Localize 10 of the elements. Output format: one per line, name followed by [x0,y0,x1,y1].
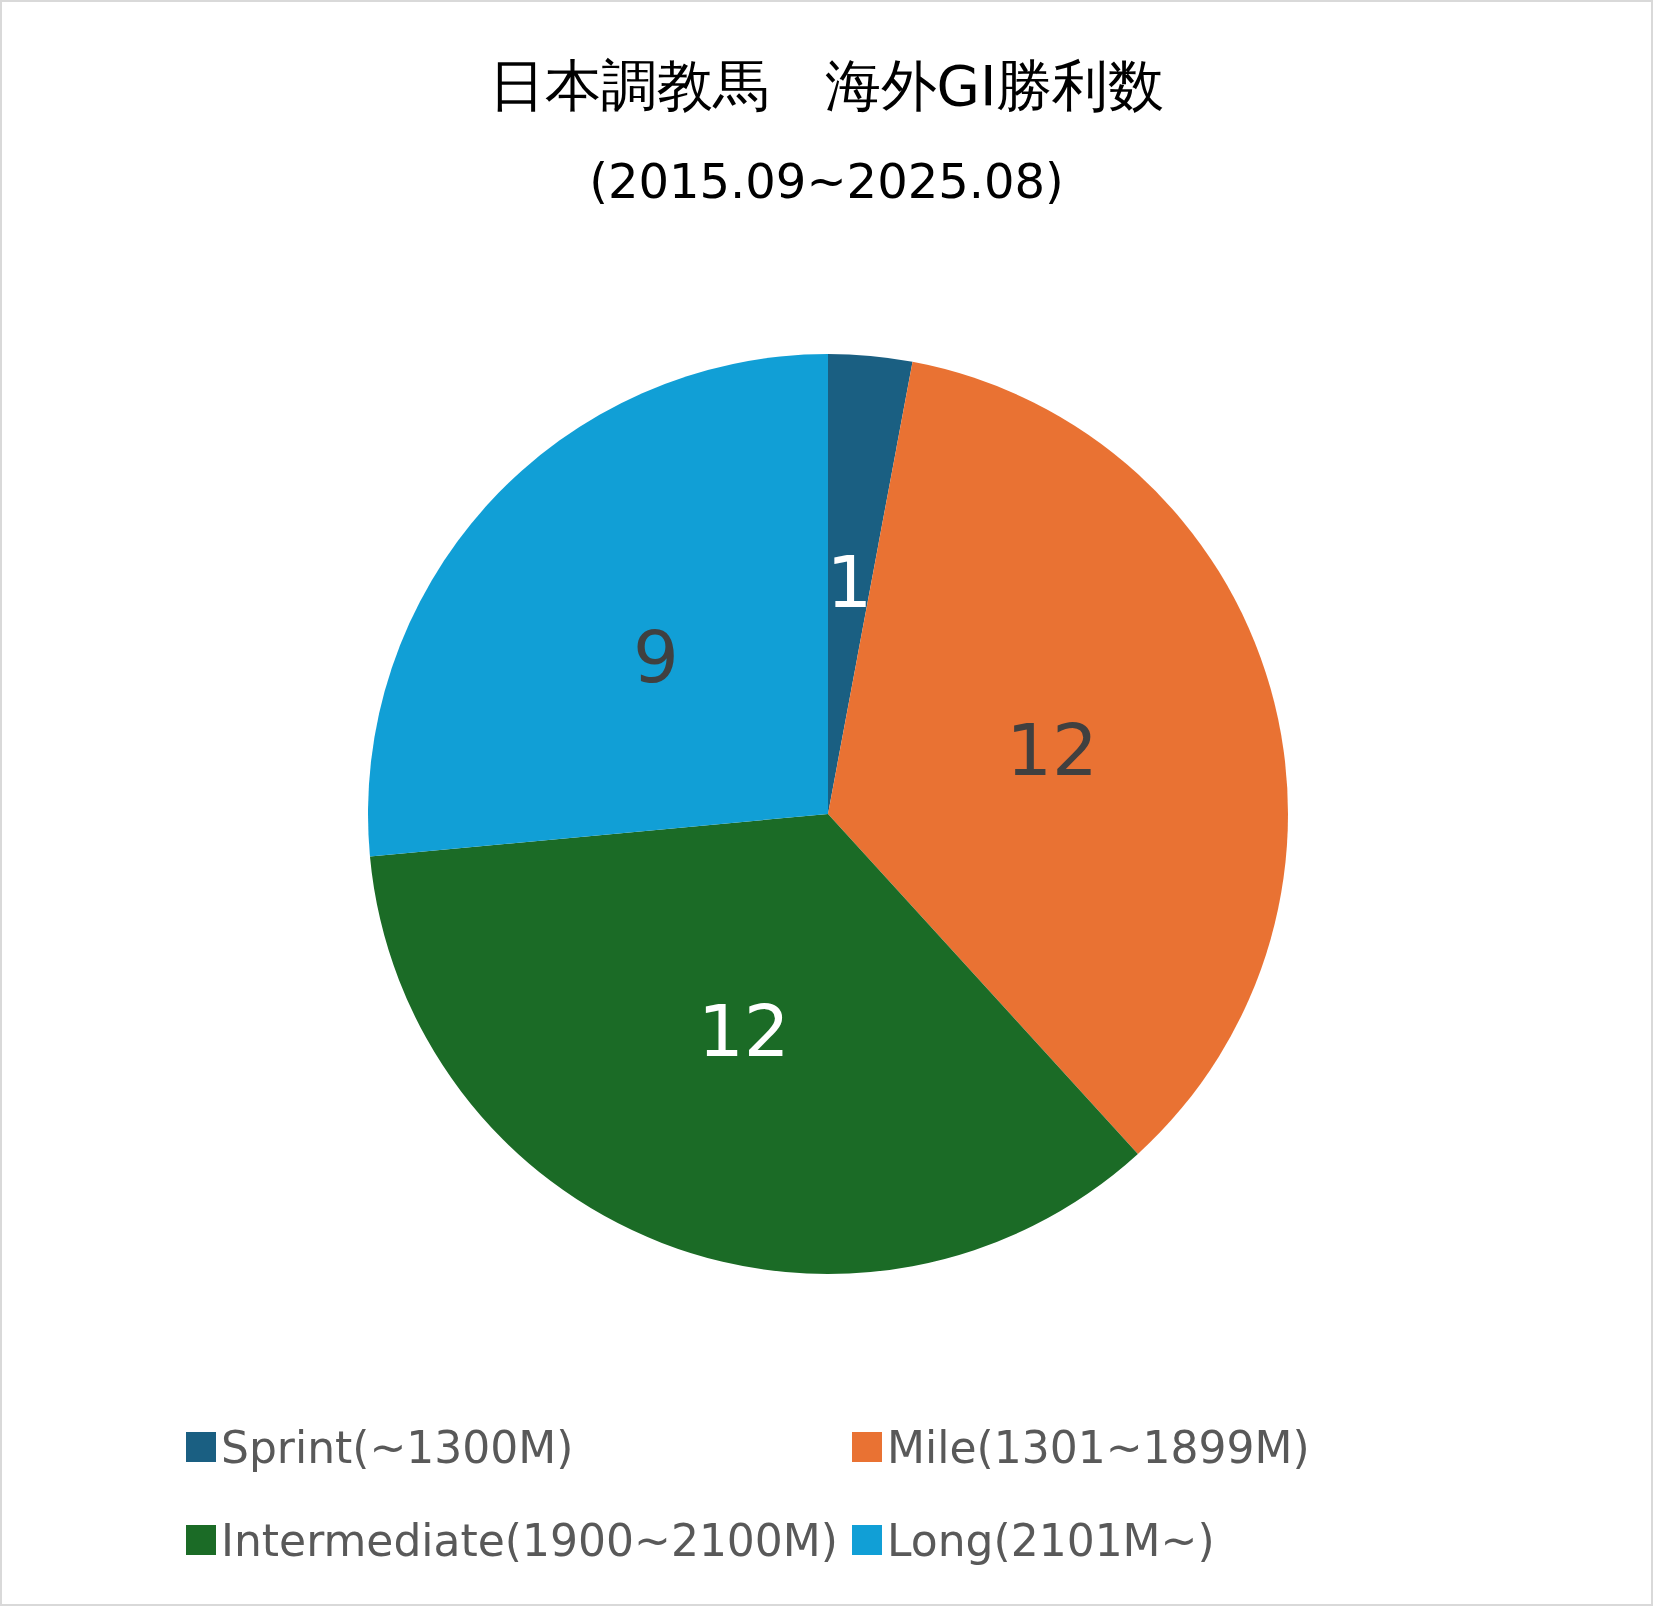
data-label: 1 [826,539,873,624]
legend-label: Mile(1301~1899M) [887,1421,1310,1473]
legend-label: Long(2101M~) [887,1514,1215,1566]
chart-subtitle: (2015.09~2025.08) [589,153,1064,209]
data-label: 9 [632,615,679,700]
data-label: 12 [698,989,790,1074]
data-label: 12 [1006,708,1098,793]
legend-label: Intermediate(1900~2100M) [221,1514,838,1566]
chart-title: 日本調教馬 海外GⅠ勝利数 [488,52,1165,118]
legend-label: Sprint(~1300M) [221,1421,574,1473]
